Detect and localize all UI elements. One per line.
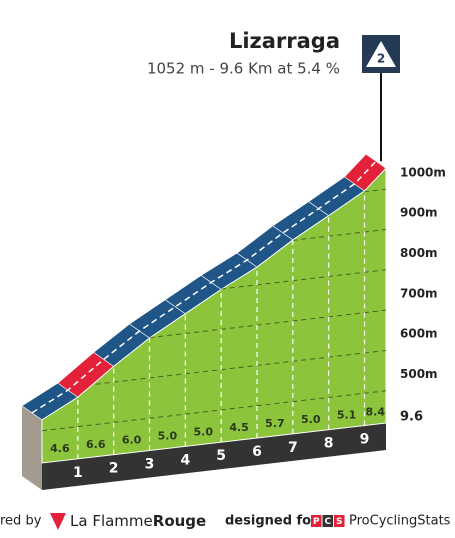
- pcs-letter: C: [324, 517, 331, 527]
- center-line: [31, 160, 377, 414]
- x-tick-label: 9: [360, 432, 370, 448]
- footer-left: red by: [0, 514, 42, 529]
- chart-title: Lizarraga: [229, 29, 340, 53]
- gradient-label: 6.0: [122, 434, 142, 447]
- x-tick-label: 7: [288, 440, 298, 456]
- base-band: [42, 423, 386, 490]
- pcs-name: ProCyclingStats: [349, 514, 451, 529]
- y-tick-label: 1000m: [400, 165, 446, 179]
- gradient-label: 6.6: [86, 438, 106, 451]
- plot: 500m 600m 700m 800m 900m 1000m 1 2 3 4 5 6 7 8 9 9.6 4.6…: [21, 73, 446, 490]
- x-tick-label: 4: [180, 452, 190, 468]
- gradient-label: 5.7: [265, 417, 285, 430]
- gradient-label: 8.4: [366, 405, 386, 418]
- pcs-letter: S: [336, 517, 342, 527]
- pcs-letter: P: [313, 517, 320, 527]
- y-tick-label: 900m: [400, 206, 438, 220]
- gradient-label: 5.0: [194, 425, 214, 438]
- y-tick-label: 600m: [400, 327, 438, 341]
- y-tick-label: 700m: [400, 286, 438, 300]
- designed-for: designed for: [225, 514, 318, 529]
- gradient-label: 5.1: [337, 409, 357, 422]
- gradient-label: 4.6: [50, 442, 70, 455]
- pcs-box: [334, 515, 345, 527]
- x-tick-label: 3: [145, 457, 155, 473]
- category-label: 2: [377, 52, 385, 66]
- brand-a: La Flamme: [70, 512, 153, 530]
- grid-line: [42, 390, 386, 432]
- side-face: [22, 405, 42, 490]
- x-tick-label: 1: [73, 465, 83, 481]
- chart-subtitle: 1052 m - 9.6 Km at 5.4 %: [147, 60, 340, 78]
- x-tick-label: 6: [252, 444, 262, 460]
- pcs-box: [311, 515, 322, 527]
- y-tick-label: 800m: [400, 246, 438, 260]
- gradient-label: 5.0: [301, 413, 321, 426]
- flame-icon: [50, 513, 66, 530]
- profile-face: [41, 166, 387, 464]
- badge-triangle: [366, 41, 396, 67]
- gradient-label: 4.5: [229, 421, 249, 434]
- brand: La FlammeRouge: [70, 512, 206, 530]
- x-tick-label: 5: [216, 448, 226, 464]
- brand-b: Rouge: [153, 512, 206, 530]
- pcs-box: [322, 515, 333, 527]
- x-tick-label: 8: [324, 436, 334, 452]
- x-tick-label: 9.6: [400, 410, 423, 425]
- gradient-label: 5.0: [158, 429, 178, 442]
- x-tick-label: 2: [109, 461, 119, 477]
- y-tick-label: 500m: [400, 367, 438, 381]
